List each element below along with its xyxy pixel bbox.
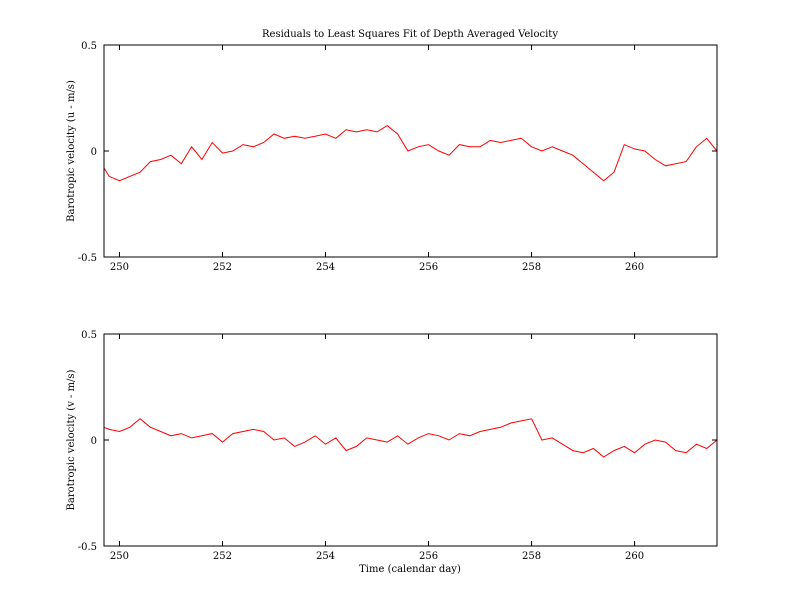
top-y-tick-label: 0.5 xyxy=(81,41,97,52)
chart-title: Residuals to Least Squares Fit of Depth … xyxy=(262,29,558,40)
bottom-y-tick-label: -0.5 xyxy=(78,542,97,553)
bottom-x-ticks: 250 252 254 256 258 260 xyxy=(110,334,644,562)
bottom-y-tick-label: 0.5 xyxy=(81,330,97,341)
top-x-tick-label: 254 xyxy=(316,262,335,273)
top-y-tick-label: 0 xyxy=(91,147,97,158)
top-x-ticks: 250 252 254 256 258 260 xyxy=(110,45,644,273)
top-panel: 250 252 254 256 258 260 -0.5 0 0.5 Barotropic v… xyxy=(66,41,718,273)
bottom-y-ticks: -0.5 0 0.5 xyxy=(78,330,717,553)
bottom-trace-group xyxy=(103,418,718,458)
bottom-series-line-0 xyxy=(103,418,718,458)
top-y-ticks: -0.5 0 0.5 xyxy=(78,41,717,264)
top-x-tick-label: 258 xyxy=(522,262,541,273)
bottom-x-tick-label: 256 xyxy=(419,551,438,562)
top-x-tick-label: 256 xyxy=(419,262,438,273)
bottom-y-tick-label: 0 xyxy=(91,436,97,447)
bottom-x-tick-label: 252 xyxy=(213,551,232,562)
bottom-x-tick-label: 254 xyxy=(316,551,335,562)
top-y-tick-label: -0.5 xyxy=(78,253,97,264)
bottom-x-tick-label: 250 xyxy=(110,551,129,562)
top-plot-frame xyxy=(103,44,718,258)
top-trace-group xyxy=(103,124,718,182)
top-series-line-0 xyxy=(103,124,718,182)
top-x-tick-label: 250 xyxy=(110,262,129,273)
bottom-y-axis-label: Barotropic velocity (v - m/s) xyxy=(66,369,77,510)
bottom-panel: 250 252 254 256 258 260 -0.5 0 0.5 Barotropic v… xyxy=(66,330,718,575)
top-x-tick-label: 260 xyxy=(625,262,644,273)
top-y-axis-label: Barotropic velocity (u - m/s) xyxy=(66,80,77,222)
bottom-x-axis-label: Time (calendar day) xyxy=(359,564,461,575)
bottom-plot-frame xyxy=(103,333,718,547)
bottom-x-tick-label: 260 xyxy=(625,551,644,562)
bottom-x-tick-label: 258 xyxy=(522,551,541,562)
top-x-tick-label: 252 xyxy=(213,262,232,273)
